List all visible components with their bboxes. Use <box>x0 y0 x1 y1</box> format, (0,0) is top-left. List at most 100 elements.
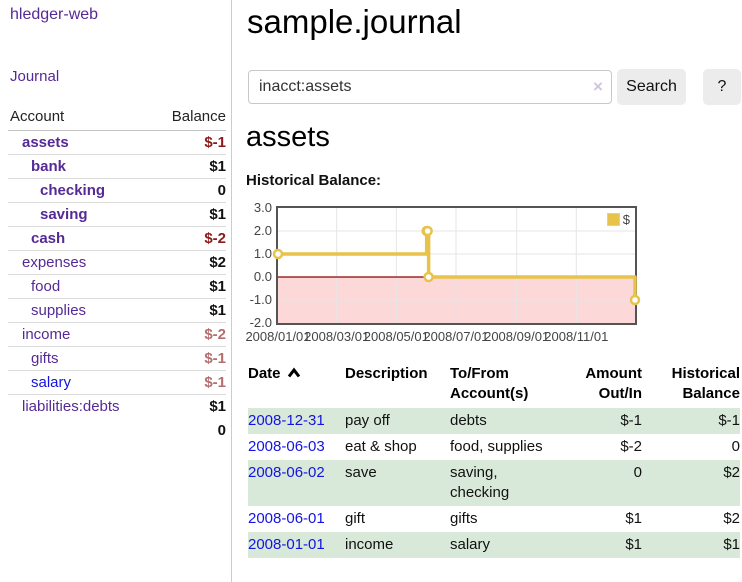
x-axis-tick-label: 2008/01/01 <box>245 329 311 344</box>
accounts-total-row: 0 <box>8 418 226 443</box>
account-link[interactable]: bank <box>31 158 67 175</box>
x-axis-tick-label: 2008/07/01 <box>423 329 489 344</box>
register-cell-amount: 0 <box>633 464 642 481</box>
account-row: salary $-1 <box>8 370 226 395</box>
account-link[interactable]: salary <box>31 374 72 391</box>
brand-link[interactable]: hledger-web <box>10 6 99 23</box>
register-body: 2008-12-31 pay off debts $-1 $-1 2008-06-03 ea… <box>248 408 740 558</box>
register-cell-date: 2008-12-31 <box>248 408 345 434</box>
search-input[interactable] <box>248 70 612 104</box>
register-cell-balance: $2 <box>723 510 740 527</box>
register-cell-amount: $-2 <box>620 438 642 455</box>
account-link[interactable]: assets <box>22 134 69 151</box>
register-col-date[interactable]: Date <box>248 362 345 408</box>
register-cell-amount: $-1 <box>620 412 642 429</box>
account-row: gifts $-1 <box>8 346 226 371</box>
register-cell-amount: $1 <box>625 536 642 553</box>
register-col-label: Description <box>345 365 428 382</box>
register-row: 2008-01-01 income salary $1 $1 <box>248 532 740 558</box>
accounts-table: Account Balance assets $-1 bank $1 checking 0… <box>8 104 226 443</box>
register-col-description: Description <box>345 362 450 408</box>
data-point <box>629 294 641 306</box>
register-cell-description: income <box>345 536 394 553</box>
register-cell-date: 2008-06-02 <box>248 460 345 506</box>
legend-label: $ <box>622 212 630 227</box>
register-cell-description: save <box>345 464 377 481</box>
search-button[interactable]: Search <box>617 69 686 105</box>
register-cell-balance: $2 <box>723 464 740 481</box>
account-row: food $1 <box>8 274 226 299</box>
sort-ascending-icon <box>287 367 300 378</box>
account-link[interactable]: liabilities:debts <box>22 398 120 415</box>
register-cell-accounts: gifts <box>450 510 478 527</box>
help-button[interactable]: ? <box>703 69 741 105</box>
accounts-header-row: Account Balance <box>8 104 226 131</box>
account-row: checking 0 <box>8 178 226 203</box>
account-link[interactable]: food <box>31 278 61 295</box>
register-cell-accounts: salary <box>450 536 491 553</box>
x-axis-tick-label: 2008/05/01 <box>363 329 429 344</box>
register-cell-date: 2008-06-01 <box>248 506 345 532</box>
account-name-cell: food <box>8 274 153 299</box>
y-axis-tick-label: 1.0 <box>253 246 272 261</box>
transaction-date-link[interactable]: 2008-12-31 <box>248 412 325 429</box>
account-name-cell: assets <box>8 131 153 155</box>
account-name-cell: cash <box>8 226 153 251</box>
account-balance: $2 <box>152 250 226 275</box>
y-axis-tick-label: 0.0 <box>253 269 272 284</box>
data-point <box>272 248 284 260</box>
register-row: 2008-06-02 save saving, checking 0 $2 <box>248 460 740 506</box>
y-axis-tick-label: 2.0 <box>253 223 272 238</box>
register-cell-description: gift <box>345 510 366 527</box>
register-cell-balance: 0 <box>731 438 740 455</box>
account-link[interactable]: expenses <box>22 254 87 271</box>
account-balance: $1 <box>152 154 226 179</box>
account-heading: assets <box>246 121 330 153</box>
account-link[interactable]: checking <box>40 182 106 199</box>
accounts-total-value: 0 <box>217 422 226 439</box>
register-col-amount: Amount Out/In <box>558 362 642 408</box>
register-row: 2008-06-03 eat & shop food, supplies $-2 0 <box>248 434 740 460</box>
account-name-cell: checking <box>8 178 153 203</box>
register-col-tofrom: To/From Account(s) <box>450 362 558 408</box>
account-link[interactable]: gifts <box>31 350 59 367</box>
account-balance: $1 <box>152 298 226 323</box>
register-cell-accounts: saving, checking <box>450 464 510 501</box>
account-name-cell: expenses <box>8 250 153 275</box>
sidebar-item-journal[interactable]: Journal <box>10 68 60 85</box>
account-link[interactable]: saving <box>40 206 88 223</box>
register-cell-amount: $1 <box>625 510 642 527</box>
account-name-cell: bank <box>8 154 153 179</box>
account-link[interactable]: cash <box>31 230 66 247</box>
data-point <box>421 225 432 237</box>
data-point <box>423 271 434 283</box>
account-row: income $-2 <box>8 322 226 347</box>
transaction-date-link[interactable]: 2008-06-01 <box>248 510 325 527</box>
transaction-date-link[interactable]: 2008-06-03 <box>248 438 325 455</box>
x-axis-tick-label: 2008/11/01 <box>544 329 609 344</box>
account-balance: $1 <box>152 394 226 418</box>
register-table: Date Description To/From Account(s) Amount … <box>248 362 740 558</box>
clear-search-icon[interactable]: × <box>593 77 603 96</box>
register-row: 2008-12-31 pay off debts $-1 $-1 <box>248 408 740 434</box>
chart-legend: $ <box>604 212 632 227</box>
series-line <box>278 229 637 300</box>
transaction-date-link[interactable]: 2008-06-02 <box>248 464 325 481</box>
account-link[interactable]: supplies <box>31 302 87 319</box>
chart-section-label: Historical Balance: <box>246 172 382 189</box>
negative-region <box>278 277 635 323</box>
transaction-date-link[interactable]: 2008-01-01 <box>248 536 325 553</box>
page-title: sample.journal <box>247 3 462 40</box>
y-axis-tick-label: -2.0 <box>249 315 272 330</box>
accounts-header-account: Account <box>8 104 153 131</box>
account-name-cell: gifts <box>8 346 153 371</box>
account-name-cell: liabilities:debts <box>8 394 153 418</box>
data-point <box>422 225 433 237</box>
chart-canvas <box>272 208 641 323</box>
chart-plot: $ <box>272 206 641 325</box>
account-link[interactable]: income <box>22 326 71 343</box>
register-col-label: Date <box>248 365 281 382</box>
account-balance: $-1 <box>152 346 226 371</box>
legend-swatch-icon <box>606 213 620 226</box>
